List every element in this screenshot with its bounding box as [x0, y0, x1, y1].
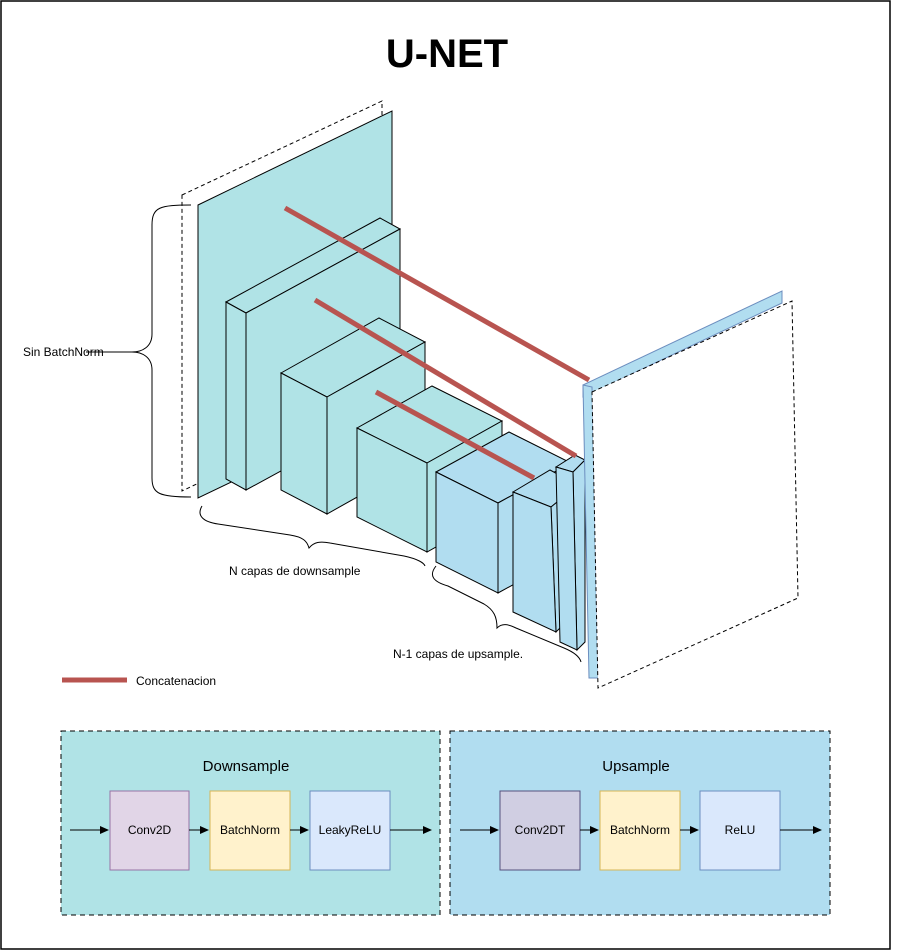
decoder-layer-1-front	[435, 471, 499, 594]
skip-connection-3	[374, 389, 536, 481]
batchnorm-label-down: BatchNorm	[220, 823, 280, 837]
relu-box	[699, 790, 781, 871]
diagram-title: U-NET	[386, 32, 508, 76]
downsample-brace	[199, 505, 426, 567]
skip-connection-2	[313, 297, 578, 459]
decoder-output-ghost	[591, 300, 799, 689]
batchnorm-label-up: BatchNorm	[610, 823, 670, 837]
decoder-layer-3-front	[555, 466, 578, 651]
upsample-brace	[432, 565, 582, 663]
relu-label: ReLU	[725, 823, 756, 837]
upsample-block: Upsample Conv2DT BatchNorm ReLU	[449, 730, 831, 916]
encoder-layer-3-front	[280, 372, 328, 515]
batchnorm-box-down	[209, 790, 291, 871]
leakyrelu-label: LeakyReLU	[319, 823, 382, 837]
decoder-layers	[434, 290, 799, 689]
legend-concat-label: Concatenacion	[136, 674, 216, 688]
sin-batchnorm-label: Sin BatchNorm	[23, 345, 104, 359]
upsample-block-title: Upsample	[602, 758, 670, 775]
conv2dt-label: Conv2DT	[515, 823, 566, 837]
upsample-label: N-1 capas de upsample.	[393, 647, 523, 661]
decoder-layer-2-front	[512, 491, 557, 633]
encoder-layer-2-front	[225, 301, 247, 491]
downsample-block: Downsample Conv2D BatchNorm LeakyReLU	[60, 730, 441, 916]
encoder-layer-4-front	[356, 427, 428, 553]
skip-connections	[283, 205, 591, 481]
downsample-block-title: Downsample	[203, 758, 290, 775]
conv2d-label: Conv2D	[128, 823, 172, 837]
downsample-label: N capas de downsample	[229, 564, 361, 578]
batchnorm-box-up	[599, 790, 681, 871]
skip-connection-1	[283, 205, 591, 383]
leakyrelu-box	[309, 790, 391, 871]
conv2dt-box	[499, 790, 581, 871]
